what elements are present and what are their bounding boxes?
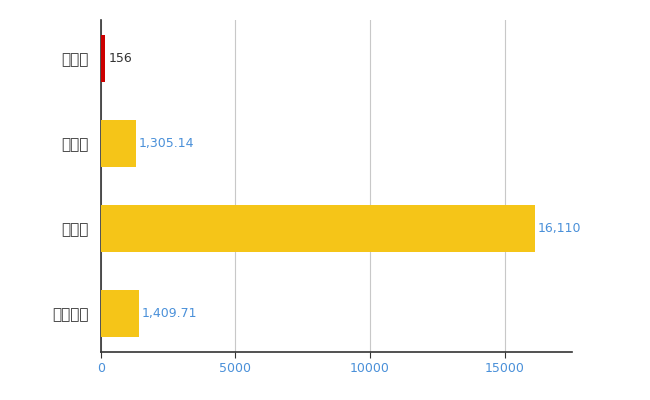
Text: 1,409.71: 1,409.71 bbox=[142, 307, 198, 320]
Text: 16,110: 16,110 bbox=[538, 222, 581, 235]
Text: 156: 156 bbox=[108, 52, 132, 65]
Bar bbox=[101, 290, 138, 337]
Bar bbox=[101, 120, 136, 167]
Bar bbox=[101, 35, 105, 82]
Bar bbox=[101, 205, 534, 252]
Text: 1,305.14: 1,305.14 bbox=[139, 137, 194, 150]
